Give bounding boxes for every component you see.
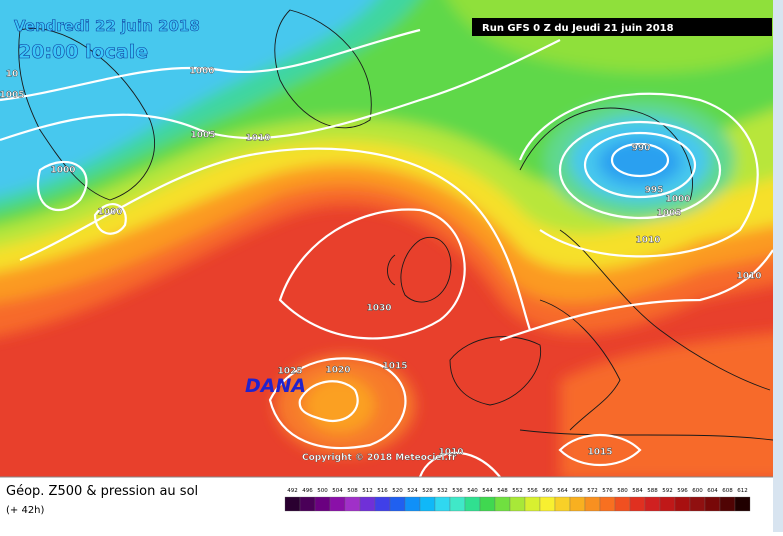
scale-cell [359, 496, 376, 512]
scale-label: 612 [737, 488, 748, 494]
scale-label: 496 [302, 488, 313, 494]
scale-label: 596 [677, 488, 688, 494]
isobar-label: 995 [645, 186, 664, 196]
scale-label: 564 [557, 488, 568, 494]
scale-cell [299, 496, 316, 512]
scale-cell [479, 496, 496, 512]
scale-cell [524, 496, 541, 512]
scale-label: 544 [482, 488, 493, 494]
scale-cell [494, 496, 511, 512]
isobar-label: 1010 [245, 134, 270, 144]
isobar-label: 1005 [190, 131, 215, 141]
color-scale: 492 496 500 504 508 512 516 520 524 528 532 536 540 5… [284, 488, 751, 512]
scale-cell [509, 496, 526, 512]
scale-label: 528 [422, 488, 433, 494]
scale-label: 588 [647, 488, 658, 494]
scale-label: 504 [332, 488, 343, 494]
isobars [0, 28, 773, 477]
scale-label: 568 [572, 488, 583, 494]
isobar-label: 990 [632, 144, 651, 154]
isobar-label: 1005 [656, 209, 681, 219]
isobar-label: 1000 [97, 208, 122, 218]
date: Vendredi 22 juin 2018 [14, 17, 200, 35]
scale-cell [719, 496, 736, 512]
isobar-label: 1000 [189, 67, 214, 77]
scale-label: 508 [347, 488, 358, 494]
scale-label: 576 [602, 488, 613, 494]
scale-cell [284, 496, 301, 512]
scale-cell [464, 496, 481, 512]
scale-label: 548 [497, 488, 508, 494]
scale-label: 560 [542, 488, 553, 494]
scale-label: 608 [722, 488, 733, 494]
scale-label: 524 [407, 488, 418, 494]
scale-label: 592 [662, 488, 673, 494]
isobar-label: 1005 [0, 91, 25, 101]
scale-cell [734, 496, 751, 512]
isobar-label: 1010 [438, 448, 463, 458]
isobar-label: 1020 [325, 366, 350, 376]
scale-label: 580 [617, 488, 628, 494]
annotation: DANA [245, 375, 306, 397]
footer-title: Géop. Z500 & pression au sol [6, 484, 198, 499]
scale-label: 492 [287, 488, 298, 494]
isobar-label: 1010 [635, 236, 660, 246]
isobar-label: 10 [6, 70, 19, 80]
isobar-label: 1015 [382, 362, 407, 372]
isobar-label: 1000 [50, 166, 75, 176]
scale-label: 532 [437, 488, 448, 494]
scale-label: 516 [377, 488, 388, 494]
scale-label: 536 [452, 488, 463, 494]
scale-label: 572 [587, 488, 598, 494]
scale-cell [314, 496, 331, 512]
scale-cell [434, 496, 451, 512]
scale-label: 552 [512, 488, 523, 494]
copyright: Copyright © 2018 Meteociel.fr [302, 453, 457, 463]
scale-cell [629, 496, 646, 512]
scale-cell [374, 496, 391, 512]
scale-cell [554, 496, 571, 512]
scale-cell [344, 496, 361, 512]
scale-cell [404, 496, 421, 512]
scale-label: 520 [392, 488, 403, 494]
scale-label: 604 [707, 488, 718, 494]
scale-label: 600 [692, 488, 703, 494]
scale-cell [449, 496, 466, 512]
scale-cell [599, 496, 616, 512]
local-time: 20:00 locale [18, 41, 148, 63]
run-box [472, 18, 772, 36]
scale-label: 540 [467, 488, 478, 494]
scale-cell [419, 496, 436, 512]
scale-label: 500 [317, 488, 328, 494]
scale-cell [659, 496, 676, 512]
scale-label: 556 [527, 488, 538, 494]
scale-label: 584 [632, 488, 643, 494]
scale-cell [704, 496, 721, 512]
coastlines [18, 9, 773, 441]
scale-cell [329, 496, 346, 512]
scale-cell [584, 496, 601, 512]
scale-cell [614, 496, 631, 512]
isobar-label: 1010 [736, 272, 761, 282]
scale-cell [539, 496, 556, 512]
scale-cell [674, 496, 691, 512]
scale-cell [689, 496, 706, 512]
isobar-label: 1015 [587, 448, 612, 458]
isobar-label: 1025 [277, 367, 302, 377]
scale-cell [569, 496, 586, 512]
run-info: Run GFS 0 Z du Jeudi 21 juin 2018 [482, 23, 674, 34]
scale-cell [389, 496, 406, 512]
scale-label: 512 [362, 488, 373, 494]
lead-time: (+ 42h) [6, 505, 45, 516]
isobar-label: 1030 [366, 304, 391, 314]
scale-cell [644, 496, 661, 512]
isobar-label: 1000 [665, 195, 690, 205]
scroll-strip [773, 0, 783, 532]
